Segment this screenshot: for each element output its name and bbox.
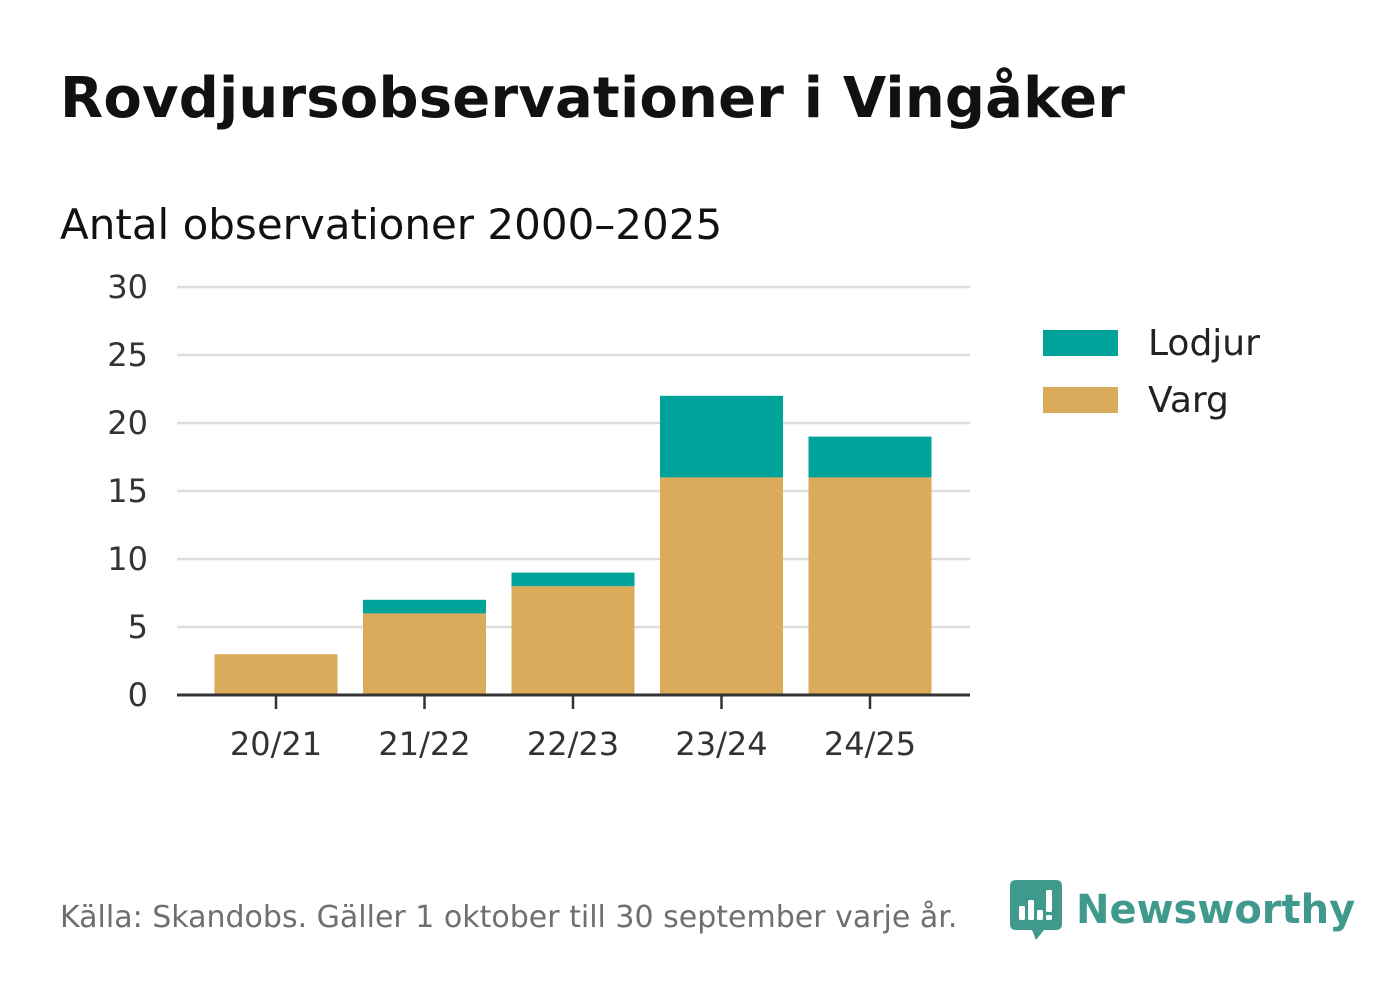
brand-logo: Newsworthy xyxy=(1010,880,1355,940)
bar-lodjur-21-22 xyxy=(363,599,486,614)
y-tick-label-10: 10 xyxy=(107,540,148,578)
source-note: Källa: Skandobs. Gäller 1 oktober till 3… xyxy=(60,900,958,935)
x-tick-label-23-24: 23/24 xyxy=(675,725,767,763)
bar-lodjur-22-23 xyxy=(511,572,635,587)
y-tick-label-15: 15 xyxy=(107,472,148,510)
bar-lodjur-23-24 xyxy=(660,395,783,478)
bar-lodjur-24-25 xyxy=(808,436,932,478)
legend-label-lodjur: Lodjur xyxy=(1148,323,1260,364)
chart-title: Rovdjursobservationer i Vingåker xyxy=(60,66,1126,131)
x-axis: 20/21 21/22 22/23 23/24 24/25 xyxy=(177,693,970,763)
bar-varg-21-22 xyxy=(363,613,486,695)
y-tick-label-30: 30 xyxy=(107,268,148,306)
newsworthy-logo-icon xyxy=(1010,880,1062,940)
x-tick-label-21-22: 21/22 xyxy=(378,725,470,763)
chart-subtitle: Antal observationer 2000–2025 xyxy=(60,200,723,249)
x-tick-label-24-25: 24/25 xyxy=(824,725,916,763)
bar-varg-24-25 xyxy=(808,477,932,695)
legend-swatch-varg xyxy=(1043,387,1118,413)
legend-label-varg: Varg xyxy=(1148,380,1229,421)
bar-varg-23-24 xyxy=(660,477,783,695)
brand-name: Newsworthy xyxy=(1076,887,1356,933)
legend-swatch-lodjur xyxy=(1043,330,1118,356)
y-axis-ticks: 0 5 10 15 20 25 30 xyxy=(107,268,148,714)
x-tick-label-22-23: 22/23 xyxy=(527,725,619,763)
legend: Lodjur Varg xyxy=(1043,323,1260,421)
x-tick-label-20-21: 20/21 xyxy=(230,725,322,763)
bars xyxy=(214,395,932,695)
y-tick-label-5: 5 xyxy=(128,608,148,646)
bar-varg-22-23 xyxy=(511,586,635,695)
y-tick-label-0: 0 xyxy=(128,676,148,714)
bar-varg-20-21 xyxy=(214,654,338,695)
y-tick-label-20: 20 xyxy=(107,404,148,442)
y-tick-label-25: 25 xyxy=(107,336,148,374)
